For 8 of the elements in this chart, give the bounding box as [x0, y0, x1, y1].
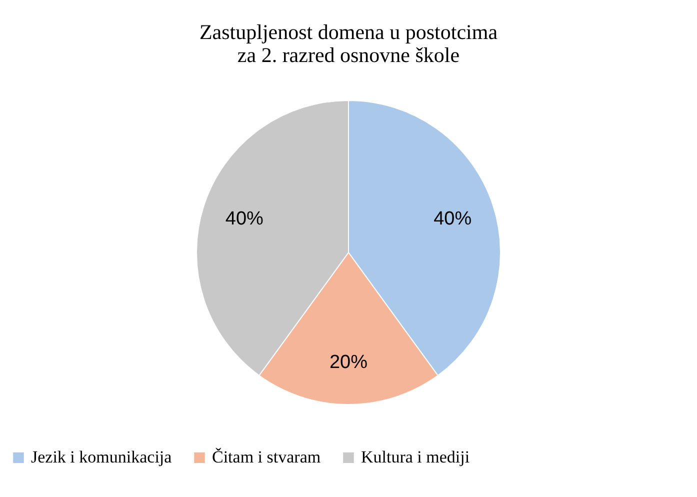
text: Zastupljenost domena u postotcima — [199, 20, 498, 44]
data-label: 40% — [225, 208, 264, 230]
legend-label: Jezik i komunikacija — [31, 448, 172, 467]
data-label: 20% — [329, 352, 368, 373]
legend-label: Kultura i mediji — [361, 448, 470, 467]
data-label: 40% — [434, 208, 472, 230]
legend-label: Čitam i stvaram — [212, 448, 321, 467]
text: za 2. razred osnovne škole — [237, 43, 460, 67]
